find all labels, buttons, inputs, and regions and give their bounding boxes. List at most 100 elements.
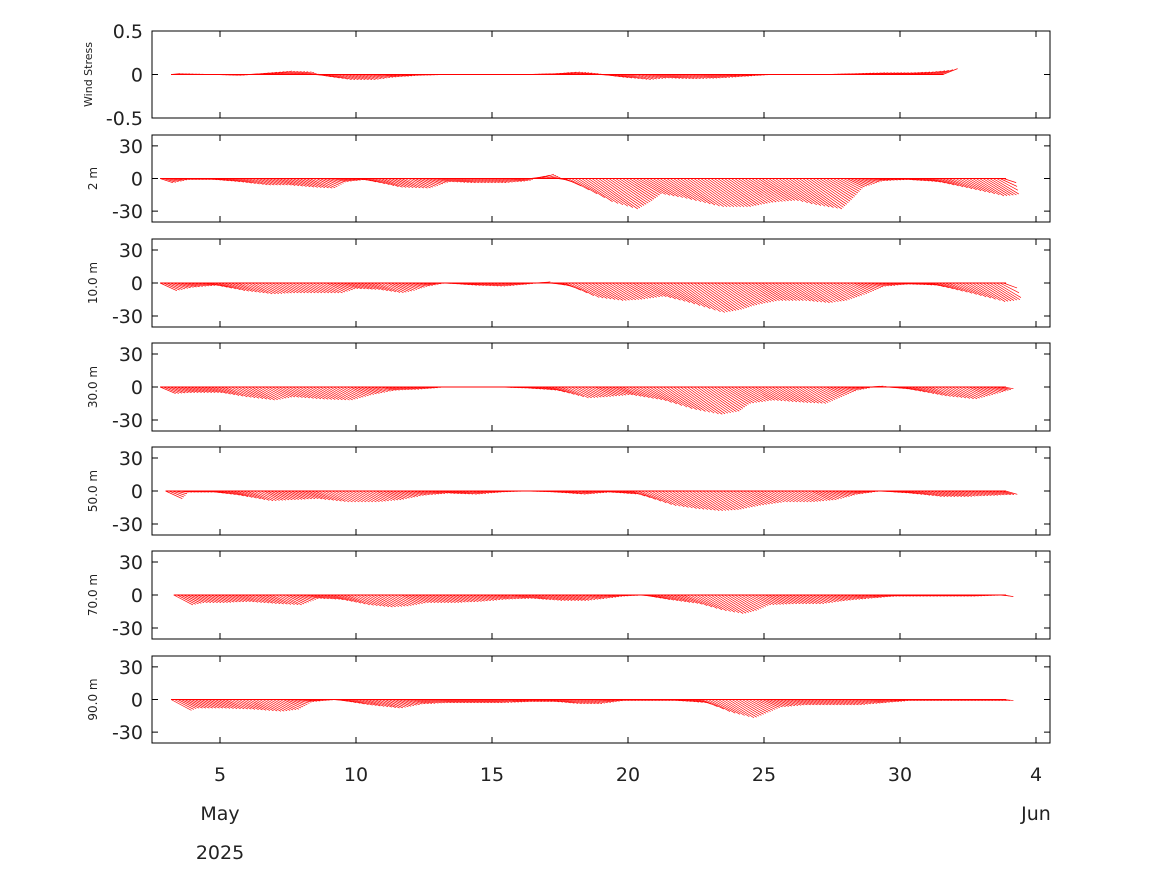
vector-stick (238, 178, 252, 184)
vector-stick (697, 178, 738, 208)
vector-stick (313, 699, 324, 702)
vector-stick (272, 178, 288, 186)
vector-stick (398, 74, 409, 77)
vector-stick (895, 72, 906, 75)
vector-stick (425, 386, 435, 389)
vector-stick (258, 178, 275, 186)
vector-stick (300, 71, 312, 75)
vector-stick (937, 490, 952, 497)
vector-stick (266, 71, 277, 75)
vector-stick (408, 282, 423, 289)
vector-stick (251, 386, 275, 401)
series-0 (170, 699, 1014, 719)
vector-stick (211, 178, 222, 181)
vector-stick (473, 699, 486, 704)
vector-stick (897, 282, 908, 285)
vector-stick (717, 282, 752, 307)
vector-stick (833, 594, 848, 601)
vector-stick (749, 74, 759, 76)
vector-stick (455, 594, 473, 603)
vector-stick (391, 699, 409, 708)
vector-stick (881, 72, 892, 75)
vector-stick (496, 178, 510, 183)
vector-stick (200, 178, 211, 180)
vector-stick (615, 594, 626, 597)
vector-stick (904, 282, 915, 285)
vector-stick (506, 282, 518, 286)
vector-stick (918, 71, 931, 75)
vector-stick (306, 386, 329, 400)
vector-stick (591, 594, 605, 599)
vector-stick (354, 74, 369, 81)
vector-stick (591, 178, 634, 208)
vector-stick (703, 178, 745, 208)
vector-stick (887, 178, 898, 181)
vector-stick (503, 594, 517, 600)
vector-stick (265, 282, 286, 294)
vector-stick (908, 386, 922, 392)
vector-stick (401, 178, 421, 189)
vector-stick (710, 282, 747, 309)
vector-stick (751, 178, 786, 202)
vector-stick (387, 178, 407, 188)
vector-stick (769, 699, 786, 707)
vector-stick (496, 282, 509, 287)
vector-stick (598, 386, 618, 397)
vector-stick (241, 178, 256, 184)
vector-stick (578, 178, 613, 202)
vector-stick (575, 72, 587, 75)
vector-stick (177, 282, 191, 289)
vector-stick (421, 594, 439, 604)
vector-stick (643, 699, 654, 701)
vector-stick (660, 74, 674, 79)
vector-stick (901, 594, 911, 597)
vector-stick (415, 178, 434, 188)
vector-stick (1001, 490, 1015, 495)
vector-stick (653, 594, 666, 600)
vector-stick (928, 282, 940, 286)
vector-stick (929, 70, 942, 75)
vector-stick (250, 490, 270, 501)
vector-stick (734, 178, 771, 204)
vector-stick (293, 699, 308, 705)
vector-stick (589, 699, 603, 704)
vector-stick (394, 178, 414, 188)
vector-stick (697, 594, 723, 611)
vector-stick (602, 594, 614, 598)
vector-stick (771, 282, 801, 301)
vector-stick (316, 282, 336, 294)
vector-stick (173, 178, 185, 181)
vector-stick (258, 386, 281, 400)
vector-stick (200, 282, 213, 286)
vector-stick (682, 490, 712, 511)
vector-stick (442, 178, 455, 183)
vector-stick (806, 699, 822, 706)
vector-stick (564, 178, 582, 187)
vector-stick (703, 386, 740, 412)
vector-stick (236, 490, 253, 498)
vector-stick (925, 178, 937, 182)
vector-stick (347, 594, 366, 605)
vector-stick (737, 178, 774, 203)
vector-stick (418, 594, 436, 604)
vector-stick (744, 178, 780, 203)
vector-stick (442, 699, 455, 704)
vector-stick (796, 699, 812, 706)
vector-stick (598, 178, 641, 209)
vector-stick (476, 699, 489, 704)
vector-stick (969, 594, 979, 597)
vector-stick (309, 282, 330, 294)
vector-stick (733, 490, 759, 507)
vector-stick (408, 699, 423, 705)
vector-stick (530, 594, 544, 600)
vector-stick (670, 74, 684, 79)
series-0 (173, 594, 1014, 614)
vector-stick (656, 178, 688, 199)
vector-stick (588, 594, 602, 600)
vector-stick (863, 282, 879, 290)
vector-stick (627, 490, 640, 495)
vector-stick (251, 594, 270, 604)
vector-stick (334, 74, 348, 80)
vector-stick (352, 490, 374, 503)
vector-stick (716, 490, 745, 509)
